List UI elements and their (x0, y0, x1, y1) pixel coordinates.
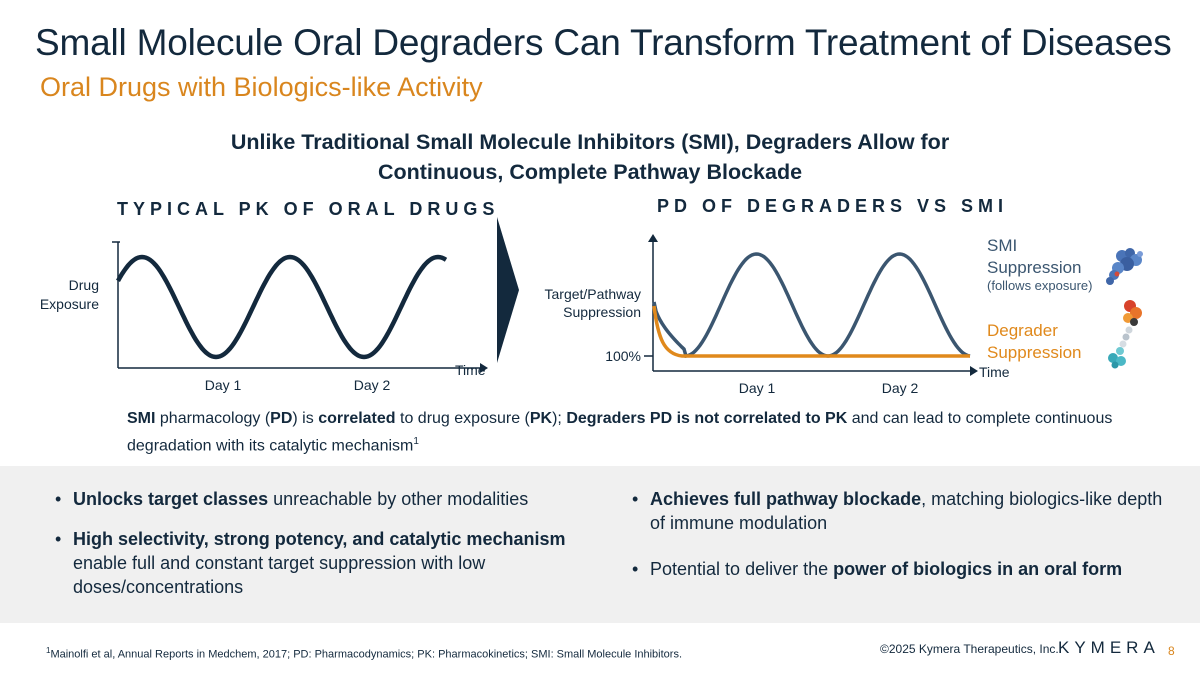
slide-subtitle: Oral Drugs with Biologics-like Activity (40, 72, 483, 102)
headline-line-1: Unlike Traditional Small Molecule Inhibi… (230, 130, 950, 154)
pd-chart-title: PD OF DEGRADERS VS SMI (657, 196, 1009, 216)
pd-100-label: 100% (605, 348, 641, 364)
pk-exposure-curve (116, 254, 448, 360)
page-number: 8 (1168, 644, 1175, 658)
note-correlated: correlated (318, 410, 396, 427)
pd-tick-day2: Day 2 (882, 380, 919, 396)
bullet-text-pre: Potential to deliver the (650, 559, 834, 579)
pk-xlabel: Time (455, 362, 486, 378)
note-text-5: and can lead to complete continuous degr… (127, 410, 1113, 455)
bullets-right: Achieves full pathway blockade, matching… (632, 487, 1172, 597)
kymera-logo: KYMERA (1058, 638, 1160, 657)
note-text-4: ); (552, 410, 567, 427)
bullet-bold: Achieves full pathway blockade (650, 489, 922, 509)
note-smi: SMI (127, 410, 156, 427)
arrow-chevron-icon (497, 217, 519, 363)
smi-molecule-icon (1106, 248, 1143, 285)
pk-tick-day2: Day 2 (354, 377, 391, 393)
bullet-bold: Unlocks target classes (73, 489, 269, 509)
note-degraders-claim: Degraders PD is not correlated to PK (566, 410, 848, 427)
note-footnote-ref: 1 (413, 436, 419, 447)
pd-tick-day1: Day 1 (739, 380, 776, 396)
pd-chart: Target/Pathway Suppression 100% Time Day… (545, 234, 1093, 396)
pd-x-axis-arrow (970, 366, 978, 376)
headline-line-2: Continuous, Complete Pathway Blockade (377, 160, 803, 184)
copyright: ©2025 Kymera Therapeutics, Inc. (880, 642, 1059, 656)
smi-label-note: (follows exposure) (987, 278, 1093, 293)
list-item: Potential to deliver the power of biolog… (632, 557, 1172, 581)
pharmacology-note: SMI pharmacology (PD) is correlated to d… (127, 407, 1127, 457)
note-pd: PD (270, 410, 293, 427)
footnote: 1Mainolfi et al, Annual Reports in Medch… (46, 646, 682, 661)
pd-ylabel-line-2: Suppression (563, 304, 641, 320)
pd-ylabel-line-1: Target/Pathway (545, 286, 642, 302)
pk-chart: Drug Exposure Time Day 1 Day 2 (40, 241, 488, 393)
bullet-text: , matching biologics-like depth of immun… (650, 489, 1163, 533)
note-text-3: to drug exposure ( (395, 410, 530, 427)
pd-xlabel: Time (979, 364, 1010, 380)
list-item: Achieves full pathway blockade, matching… (632, 487, 1172, 535)
bullets-left: Unlocks target classes unreachable by ot… (55, 487, 600, 615)
bullet-text: enable full and constant target suppress… (73, 553, 486, 597)
note-pk: PK (529, 410, 553, 427)
degrader-label-line-1: Degrader (987, 321, 1058, 340)
pk-tick-day1: Day 1 (205, 377, 242, 393)
smi-label-line-2: Suppression (987, 258, 1082, 277)
footnote-text: Mainolfi et al, Annual Reports in Medche… (50, 648, 683, 661)
smi-label-line-1: SMI (987, 236, 1017, 255)
pk-ylabel-line-2: Exposure (40, 296, 99, 312)
list-item: Unlocks target classes unreachable by ot… (55, 487, 600, 511)
slide-title: Small Molecule Oral Degraders Can Transf… (35, 22, 1172, 63)
degrader-molecule-icon (1108, 300, 1142, 369)
pk-chart-title: TYPICAL PK OF ORAL DRUGS (117, 199, 500, 219)
note-text-1: pharmacology ( (155, 410, 271, 427)
note-text-2: ) is (292, 410, 319, 427)
pk-x-axis-arrow (480, 363, 488, 373)
smi-suppression-curve (652, 252, 971, 359)
list-item: High selectivity, strong potency, and ca… (55, 527, 600, 599)
degrader-suppression-curve (652, 305, 970, 358)
pd-y-axis-arrow (648, 234, 658, 242)
degrader-label-line-2: Suppression (987, 343, 1082, 362)
pk-ylabel-line-1: Drug (69, 277, 99, 293)
footnote-sup: 1 (46, 646, 51, 655)
bullet-text: unreachable by other modalities (268, 489, 529, 509)
bullet-bold: power of biologics in an oral form (833, 559, 1123, 579)
bullet-bold: High selectivity, strong potency, and ca… (73, 529, 566, 549)
headline: Unlike Traditional Small Molecule Inhibi… (0, 127, 1180, 187)
